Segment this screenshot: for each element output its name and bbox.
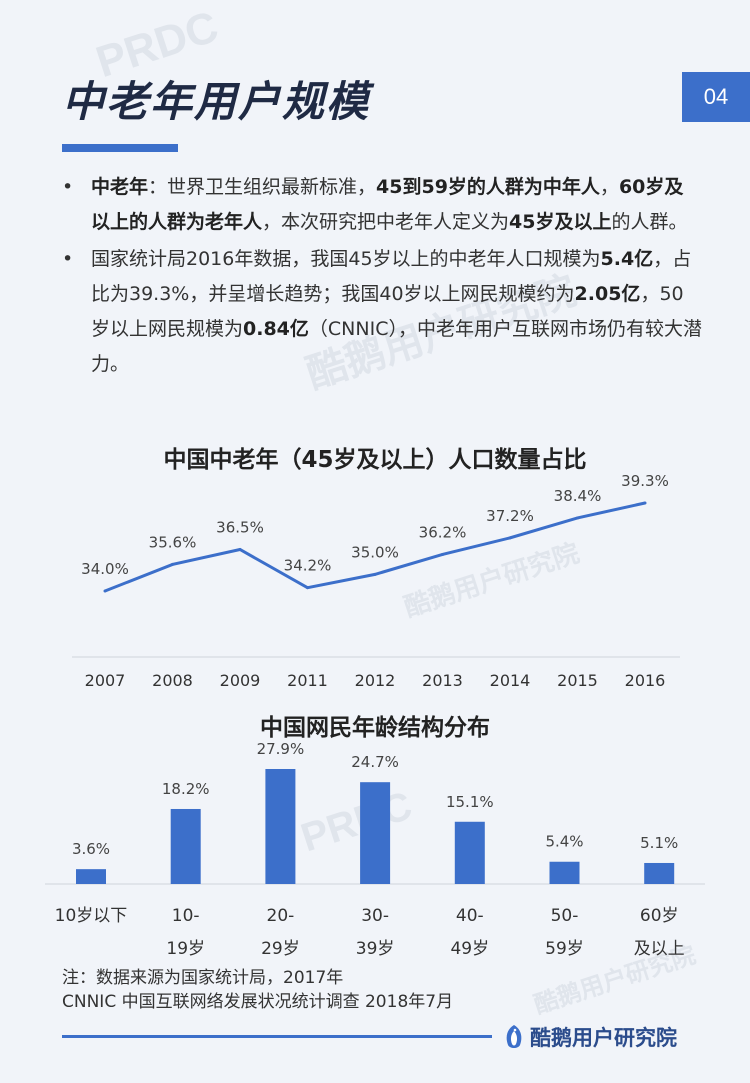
line-point xyxy=(238,547,242,551)
brand-name: 酷鹅用户研究院 xyxy=(530,1026,677,1050)
x-tick-label: 19岁 xyxy=(166,939,205,959)
data-label: 36.5% xyxy=(216,518,264,536)
source-note-line1: 注：数据来源为国家统计局，2017年 xyxy=(62,968,344,988)
x-tick-label: 60岁 xyxy=(640,906,679,926)
x-tick-label: 39岁 xyxy=(356,939,395,959)
bullet-bold-text: 中老年 xyxy=(91,176,149,198)
data-label: 24.7% xyxy=(351,753,399,771)
x-tick-label: 2016 xyxy=(625,671,666,690)
x-tick-label: 10岁以下 xyxy=(55,906,128,926)
data-label: 18.2% xyxy=(162,780,210,798)
bar xyxy=(170,808,201,884)
bar-chart-title: 中国网民年龄结构分布 xyxy=(260,715,490,741)
x-tick-label: 2013 xyxy=(422,671,463,690)
bullet-text: ，本次研究把中老年人定义为 xyxy=(262,211,510,233)
x-tick-label: 2015 xyxy=(557,671,598,690)
line-point xyxy=(171,562,174,566)
title-underline xyxy=(62,144,178,152)
bullet-bold-text: 60岁及以上的人群为老年人 xyxy=(91,176,684,233)
bullet-list: 中老年：世界卫生组织最新标准，45到59岁的人群为中年人，60岁及以上的人群为老… xyxy=(62,170,702,384)
bar xyxy=(549,861,580,884)
bullet-item: 中老年：世界卫生组织最新标准，45到59岁的人群为中年人，60岁及以上的人群为老… xyxy=(62,170,702,240)
x-tick-label: 10- xyxy=(172,906,200,926)
x-tick-label: 2008 xyxy=(152,671,193,690)
bullet-bold-text: 2.05亿 xyxy=(574,283,641,305)
x-tick-label: 50- xyxy=(551,906,579,926)
bullet-item: 国家统计局2016年数据，我国45岁以上的中老年人口规模为5.4亿，占比为39.… xyxy=(62,242,702,382)
x-tick-label: 2011 xyxy=(287,671,328,690)
brand-logo: 酷鹅用户研究院 xyxy=(502,1022,677,1052)
bar xyxy=(644,862,675,884)
data-label: 27.9% xyxy=(257,740,305,758)
data-label: 39.3% xyxy=(621,472,669,490)
line-point xyxy=(103,589,107,593)
line-point xyxy=(373,572,377,576)
bullet-bold-text: 5.4亿 xyxy=(600,248,654,270)
x-tick-label: 40- xyxy=(456,906,484,926)
data-label: 3.6% xyxy=(72,840,110,858)
bullet-bold-text: 0.84亿 xyxy=(243,318,309,340)
line-point xyxy=(576,516,579,520)
bullet-text: 的人群。 xyxy=(611,211,688,233)
bar xyxy=(265,769,296,884)
x-tick-label: 2014 xyxy=(490,671,531,690)
data-label: 36.2% xyxy=(419,523,467,541)
bullet-text: ， xyxy=(599,176,619,198)
x-tick-label: 2009 xyxy=(220,671,261,690)
line-point xyxy=(306,586,309,590)
footer-divider xyxy=(62,1035,492,1038)
bar xyxy=(360,782,391,884)
line-chart-title: 中国中老年（45岁及以上）人口数量占比 xyxy=(163,447,587,473)
data-label: 5.4% xyxy=(545,833,583,851)
bullet-text: ，占比为39.3%，并呈增长趋势；我国40岁以上网民规模约为 xyxy=(91,248,692,305)
page-number: 04 xyxy=(682,72,750,122)
x-tick-label: 49岁 xyxy=(450,939,489,959)
line-chart: 34.0% 2007 35.6% 2008 36.5% 2009 34.2% 2011 35.0… xyxy=(72,472,680,690)
bullet-text: ：世界卫生组织最新标准， xyxy=(148,176,377,198)
data-label: 34.0% xyxy=(81,560,129,578)
x-tick-label: 2007 xyxy=(85,671,126,690)
bullet-bold-text: 45岁及以上 xyxy=(509,211,612,233)
source-note-line2: CNNIC 中国互联网络发展状况统计调查 2018年7月 xyxy=(62,992,454,1012)
source-note: 注：数据来源为国家统计局，2017年 CNNIC 中国互联网络发展状况统计调查 … xyxy=(62,966,453,1014)
data-label: 34.2% xyxy=(284,557,332,575)
line-point xyxy=(441,552,444,556)
line-point xyxy=(643,501,647,505)
bullet-text: ，50岁以上网民规模为 xyxy=(91,283,684,340)
bullet-text: 国家统计局2016年数据，我国45岁以上的中老年人口规模为 xyxy=(91,248,601,270)
x-tick-label: 30- xyxy=(361,906,389,926)
bar xyxy=(76,869,106,884)
bullet-text: （CNNIC），中老年用户互联网市场仍有较大潜力。 xyxy=(91,318,702,375)
bar xyxy=(454,821,485,884)
data-label: 5.1% xyxy=(640,834,678,852)
penguin-logo-icon xyxy=(506,1025,522,1048)
data-label: 15.1% xyxy=(446,793,494,811)
x-tick-label: 20- xyxy=(267,906,295,926)
x-tick-label: 59岁 xyxy=(545,939,584,959)
data-label: 35.0% xyxy=(351,543,399,561)
data-label: 38.4% xyxy=(554,487,602,505)
data-label: 35.6% xyxy=(149,533,197,551)
x-tick-label: 及以上 xyxy=(634,939,685,959)
data-label: 37.2% xyxy=(486,507,534,525)
x-tick-label: 29岁 xyxy=(261,939,300,959)
bullet-bold-text: 45到59岁的人群为中年人 xyxy=(376,176,600,198)
x-tick-label: 2012 xyxy=(355,671,396,690)
page-title: 中老年用户规模 xyxy=(62,77,371,126)
line-point xyxy=(508,536,512,540)
bar-chart: 3.6% 10岁以下 18.2% 10- 19岁 27.9% 20- 29岁 24.7% 30- 3… xyxy=(45,740,705,959)
